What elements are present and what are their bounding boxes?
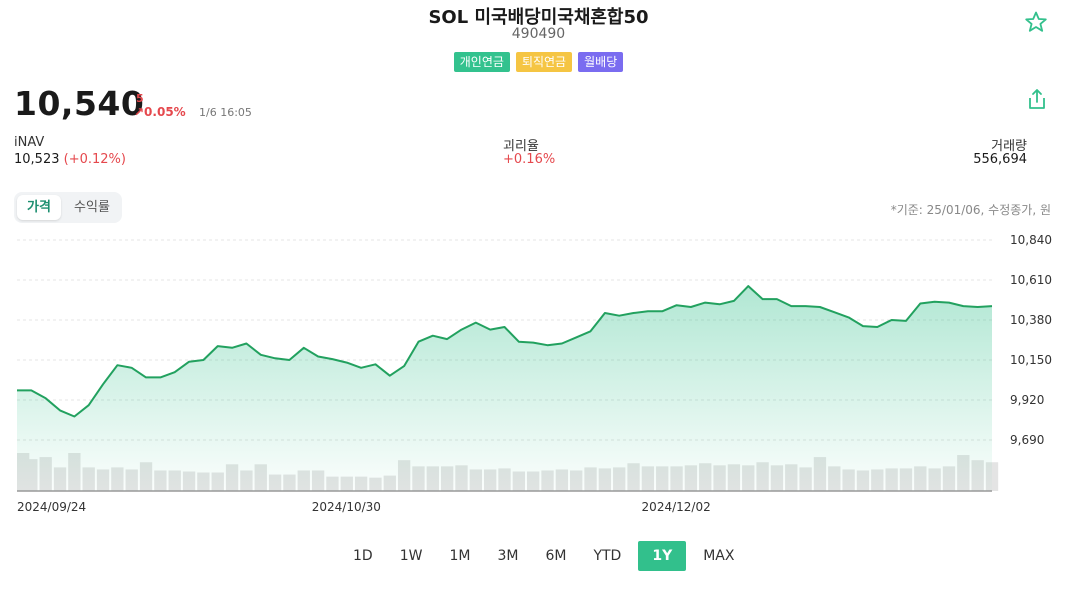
badge-retirement-pension: 퇴직연금: [515, 52, 573, 72]
x-tick-label: 2024/09/24: [17, 500, 86, 514]
range-1d[interactable]: 1D: [353, 548, 373, 564]
inav-label: iNAV: [14, 135, 45, 150]
divergence-value: +0.16%: [503, 152, 556, 167]
fund-name: SOL 미국배당미국채혼합50: [428, 7, 649, 28]
inav-change: (+0.12%): [63, 152, 126, 167]
range-3m[interactable]: 3M: [497, 548, 519, 564]
inav-value-group: 10,523 (+0.12%): [14, 152, 126, 167]
quote-time: 1/6 16:05: [199, 106, 252, 119]
price-line: [17, 285, 993, 418]
badge-group: 개인연금 퇴직연금 월배당: [0, 52, 1077, 72]
badge-monthly-dividend: 월배당: [578, 52, 624, 72]
y-tick-label: 10,380: [1010, 313, 1052, 327]
price-change-percent: ↗0.05%: [134, 105, 186, 119]
range-ytd[interactable]: YTD: [593, 548, 622, 564]
inav-value: 10,523: [14, 152, 60, 167]
star-outline-icon[interactable]: [1024, 10, 1048, 34]
y-tick-label: 10,610: [1010, 273, 1052, 287]
y-tick-label: 9,920: [1010, 393, 1044, 407]
price-change-absolute: 5: [136, 92, 144, 105]
range-1w[interactable]: 1W: [399, 548, 423, 564]
range-1m[interactable]: 1M: [449, 548, 471, 564]
toggle-return[interactable]: 수익률: [74, 200, 110, 215]
view-toggle: 가격 수익률: [14, 192, 122, 223]
divergence-label: 괴리율: [503, 139, 539, 154]
range-max[interactable]: MAX: [703, 548, 735, 564]
share-icon[interactable]: [1026, 87, 1048, 111]
price-area: [17, 286, 992, 491]
range-selector: 1D 1W 1M 3M 6M YTD 1Y MAX: [343, 541, 751, 571]
range-1y[interactable]: 1Y: [638, 541, 687, 571]
y-tick-label: 9,690: [1010, 433, 1044, 447]
y-tick-label: 10,840: [1010, 233, 1052, 247]
x-tick-label: 2024/12/02: [642, 500, 711, 514]
basis-note: *기준: 25/01/06, 수정종가, 원: [890, 203, 1051, 217]
badge-personal-pension: 개인연금: [453, 52, 510, 72]
range-6m[interactable]: 6M: [545, 548, 567, 564]
x-tick-label: 2024/10/30: [312, 500, 381, 514]
fund-code: 490490: [511, 26, 566, 42]
y-tick-label: 10,150: [1010, 353, 1052, 367]
current-price: 10,540: [14, 84, 145, 123]
volume-value: 556,694: [973, 152, 1027, 167]
volume-label: 거래량: [991, 139, 1027, 154]
price-chart[interactable]: 10,840 10,610 10,380 10,150 9,920 9,690 2024/…: [0, 230, 1077, 520]
toggle-price[interactable]: 가격: [17, 195, 61, 220]
